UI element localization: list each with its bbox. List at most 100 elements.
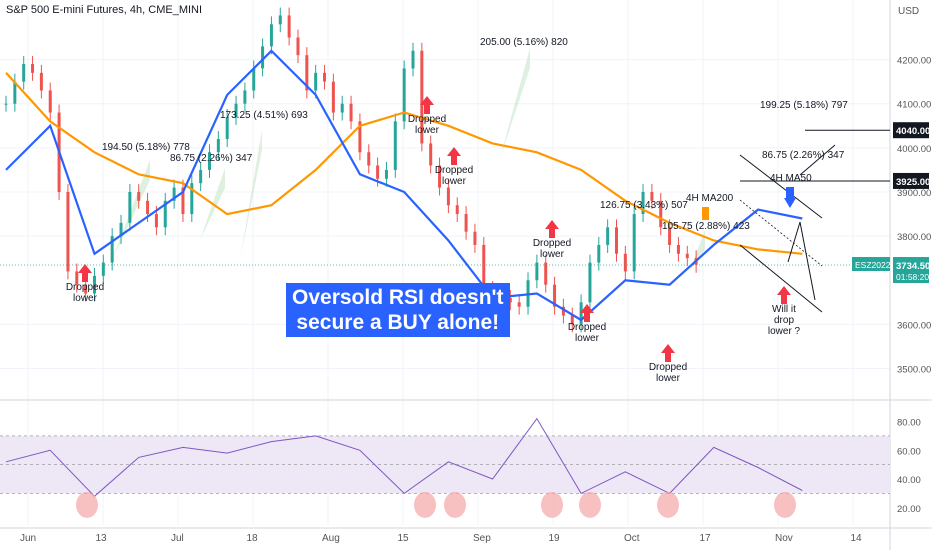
- candle-body: [314, 72, 318, 91]
- price-tick-label: 4000.00: [897, 144, 931, 155]
- channel-lower: [739, 244, 823, 313]
- candle-body: [84, 284, 88, 294]
- drop-arrow: [580, 304, 594, 322]
- candle-body: [376, 165, 380, 179]
- drop-arrow: [661, 344, 675, 362]
- drop-arrow: [545, 220, 559, 238]
- candle-body: [172, 187, 176, 201]
- candle-body: [199, 169, 203, 184]
- time-tick-label: 18: [247, 533, 259, 544]
- candle-body: [544, 262, 548, 285]
- candle-body: [570, 315, 574, 325]
- callout-line-1: Oversold RSI doesn't: [292, 286, 504, 309]
- move-label: 126.75 (3.43%) 507: [600, 200, 688, 211]
- level-badge: [893, 122, 929, 139]
- candle-body: [181, 187, 185, 215]
- drop-label: Dropped: [568, 322, 606, 333]
- candle-body: [287, 15, 291, 38]
- time-tick-label: Aug: [322, 533, 340, 544]
- drop-arrow: [447, 147, 461, 165]
- candle-body: [553, 284, 557, 307]
- symbol-label: ESZ2022: [855, 260, 891, 270]
- drop-label: Dropped: [533, 238, 571, 249]
- candle-body: [659, 200, 663, 228]
- candle-body: [225, 116, 229, 140]
- candle-body: [393, 121, 397, 170]
- candle-body: [190, 183, 194, 215]
- oversold-circle: [414, 491, 436, 518]
- candle-body: [22, 63, 26, 82]
- candle-body: [208, 152, 211, 170]
- move-label: 86.75 (2.26%) 347: [170, 153, 253, 164]
- candle-body: [269, 24, 273, 47]
- candle-body: [420, 50, 424, 144]
- candle-body: [146, 200, 150, 215]
- drop-label: lower: [415, 125, 440, 136]
- last-price-value: 3734.50: [896, 261, 930, 272]
- time-tick-label: 17: [700, 533, 712, 544]
- drop-label: lower ?: [768, 326, 801, 337]
- candle-body: [561, 306, 565, 316]
- candle-body: [668, 227, 672, 245]
- symbol-badge: [852, 257, 890, 272]
- countdown: 01:58:20: [896, 272, 929, 282]
- candle-body: [4, 103, 8, 105]
- candle-body: [128, 191, 132, 223]
- candle-body: [429, 143, 433, 166]
- level-badge: [893, 172, 929, 189]
- price-tick-label: 3900.00: [897, 188, 931, 199]
- candle-body: [252, 68, 256, 91]
- candle-body: [615, 227, 618, 254]
- time-tick-label: Jul: [171, 533, 184, 544]
- drop-label: lower: [73, 293, 98, 304]
- candle-body: [641, 191, 645, 215]
- price-tick-label: 3600.00: [897, 320, 931, 331]
- move-label: 199.25 (5.18%) 797: [760, 100, 848, 111]
- oversold-circle: [774, 491, 796, 518]
- drop-label: Dropped: [649, 362, 687, 373]
- oversold-circle: [541, 491, 563, 518]
- candle-body: [685, 253, 689, 259]
- candle-body: [588, 262, 592, 303]
- candle-body: [75, 271, 79, 285]
- candle-body: [101, 262, 105, 276]
- drop-label: drop: [774, 315, 794, 326]
- candle-body: [358, 121, 362, 153]
- candle-body: [632, 214, 636, 272]
- drop-arrow: [777, 286, 791, 304]
- drop-label: lower: [575, 333, 600, 344]
- price-tick-label: 3500.00: [897, 365, 931, 376]
- ma200-marker: [702, 207, 709, 220]
- time-tick-label: 14: [851, 533, 863, 544]
- candle-body: [340, 103, 344, 113]
- move-label: 194.50 (5.18%) 778: [102, 142, 190, 153]
- chart-title: S&P 500 E-mini Futures, 4h, CME_MINI: [6, 4, 203, 16]
- candle-body: [296, 37, 300, 56]
- candle-body: [623, 253, 627, 272]
- time-tick-label: 15: [398, 533, 410, 544]
- time-tick-label: 13: [96, 533, 108, 544]
- drop-label: lower: [656, 373, 681, 384]
- currency-label: USD: [898, 6, 920, 17]
- candle-body: [39, 72, 43, 91]
- candle-body: [13, 81, 17, 104]
- candle-body: [535, 262, 539, 281]
- price-tick-label: 3800.00: [897, 232, 931, 243]
- oversold-circle: [76, 491, 98, 518]
- candle-body: [31, 63, 35, 73]
- time-tick-label: Oct: [624, 533, 640, 544]
- oversold-circle: [579, 491, 601, 518]
- candle-body: [650, 191, 654, 201]
- candle-body: [331, 81, 335, 113]
- rally-zone: [240, 130, 262, 260]
- candle-body: [367, 152, 371, 166]
- projection-path: [787, 221, 816, 301]
- candle-body: [48, 90, 52, 113]
- candle-body: [482, 244, 486, 290]
- candle-body: [411, 50, 415, 69]
- move-label: 173.25 (4.51%) 693: [220, 110, 308, 121]
- ma50-line: [5, 49, 803, 322]
- time-tick-label: 19: [549, 533, 561, 544]
- candle-body: [243, 90, 247, 104]
